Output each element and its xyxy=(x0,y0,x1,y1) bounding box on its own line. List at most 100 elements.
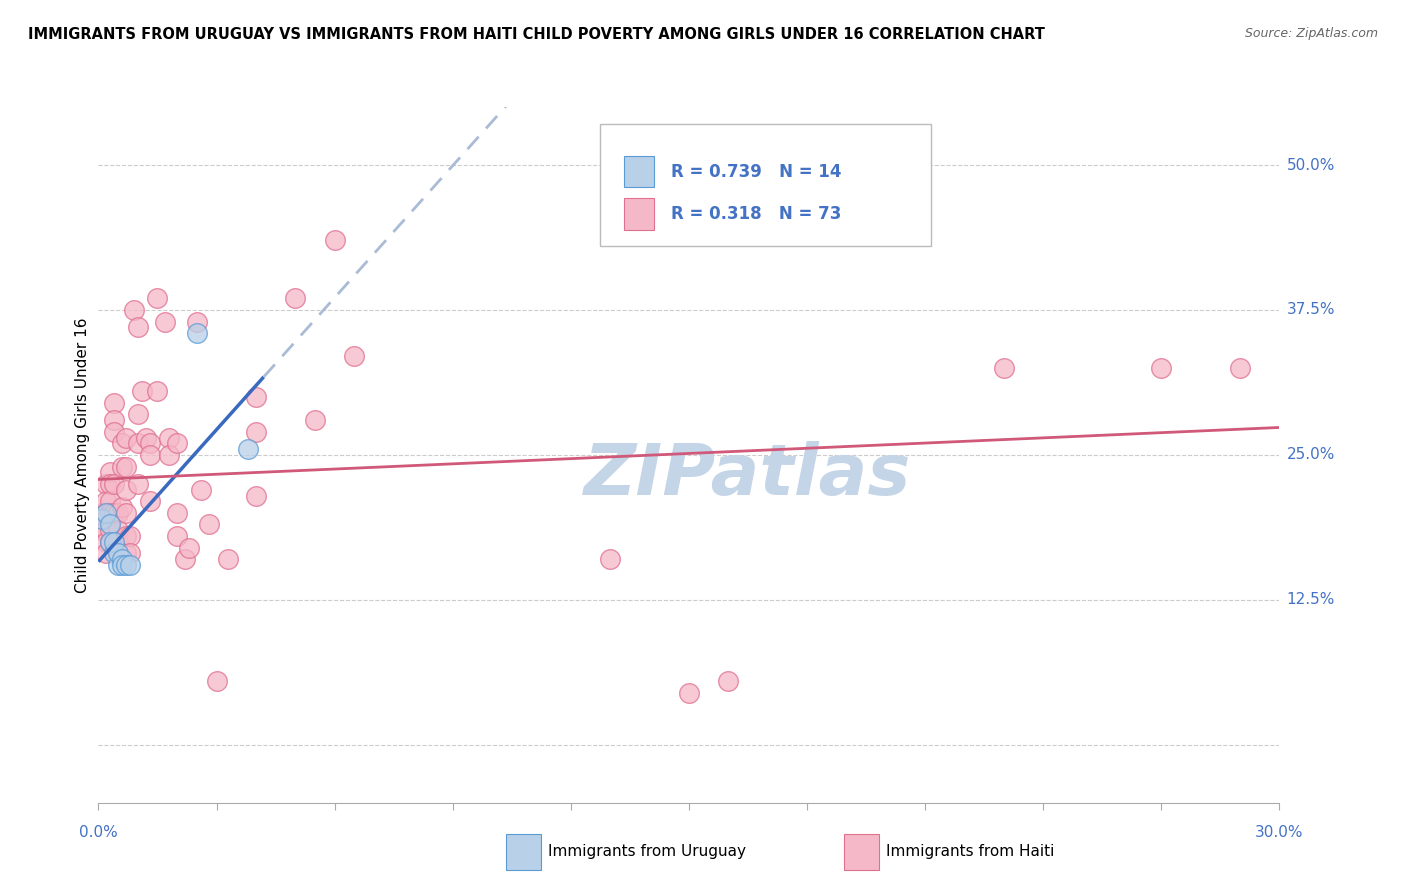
Point xyxy=(96,506,118,520)
Point xyxy=(103,534,125,549)
Point xyxy=(111,436,134,450)
Point xyxy=(217,552,239,566)
Point xyxy=(107,546,129,561)
Y-axis label: Child Poverty Among Girls Under 16: Child Poverty Among Girls Under 16 xyxy=(75,318,90,592)
Text: 30.0%: 30.0% xyxy=(1256,825,1303,840)
Text: Immigrants from Haiti: Immigrants from Haiti xyxy=(886,845,1054,859)
Point xyxy=(96,476,118,491)
Text: 12.5%: 12.5% xyxy=(1286,592,1334,607)
Point xyxy=(118,529,141,543)
Point xyxy=(157,448,180,462)
Point xyxy=(103,396,125,410)
FancyBboxPatch shape xyxy=(624,198,654,229)
Point xyxy=(186,315,208,329)
Point xyxy=(678,685,700,699)
FancyBboxPatch shape xyxy=(624,156,654,187)
Point xyxy=(599,552,621,566)
Text: ZIPatlas: ZIPatlas xyxy=(585,442,911,510)
Point xyxy=(98,534,121,549)
Point xyxy=(245,390,267,404)
Point xyxy=(127,320,149,334)
Point xyxy=(91,511,114,525)
Point xyxy=(96,506,118,520)
Point xyxy=(98,466,121,480)
Point xyxy=(111,500,134,514)
Text: R = 0.318   N = 73: R = 0.318 N = 73 xyxy=(671,205,842,223)
Point xyxy=(103,476,125,491)
Point xyxy=(115,483,138,497)
Point xyxy=(166,529,188,543)
Point xyxy=(166,506,188,520)
Point xyxy=(993,361,1015,376)
Point xyxy=(146,291,169,305)
Point xyxy=(236,442,259,457)
Point xyxy=(1229,361,1251,376)
Point xyxy=(103,506,125,520)
Point xyxy=(107,506,129,520)
Point xyxy=(197,517,219,532)
Point xyxy=(115,431,138,445)
Point xyxy=(323,233,346,247)
Point xyxy=(111,459,134,474)
Point xyxy=(717,674,740,689)
Point xyxy=(284,291,307,305)
Text: Source: ZipAtlas.com: Source: ZipAtlas.com xyxy=(1244,27,1378,40)
Point xyxy=(127,476,149,491)
Point xyxy=(96,511,118,525)
Text: 25.0%: 25.0% xyxy=(1286,448,1334,462)
Point xyxy=(115,558,138,573)
Point xyxy=(135,431,157,445)
Point xyxy=(138,494,160,508)
Point xyxy=(118,546,141,561)
Point xyxy=(103,425,125,439)
Point xyxy=(1150,361,1173,376)
Text: 50.0%: 50.0% xyxy=(1286,158,1334,172)
Point xyxy=(186,326,208,341)
Point xyxy=(107,534,129,549)
Point xyxy=(98,494,121,508)
Point xyxy=(138,448,160,462)
Point xyxy=(122,303,145,318)
Point xyxy=(115,506,138,520)
Point xyxy=(107,558,129,573)
Text: Immigrants from Uruguay: Immigrants from Uruguay xyxy=(548,845,747,859)
Point xyxy=(98,506,121,520)
Point xyxy=(155,315,177,329)
Point xyxy=(166,436,188,450)
Point xyxy=(245,489,267,503)
Point xyxy=(146,384,169,399)
Point xyxy=(343,350,366,364)
Point xyxy=(118,558,141,573)
Point xyxy=(304,413,326,427)
Text: 0.0%: 0.0% xyxy=(79,825,118,840)
Point xyxy=(91,523,114,537)
Text: 37.5%: 37.5% xyxy=(1286,302,1334,318)
Point xyxy=(115,459,138,474)
Point xyxy=(91,511,114,525)
Point xyxy=(107,523,129,537)
Point xyxy=(245,425,267,439)
Point xyxy=(111,552,134,566)
Point xyxy=(131,384,153,399)
Point xyxy=(91,506,114,520)
Point xyxy=(127,436,149,450)
Point xyxy=(138,436,160,450)
Point xyxy=(157,431,180,445)
Point xyxy=(96,523,118,537)
Point xyxy=(96,534,118,549)
Point xyxy=(177,541,200,555)
Point xyxy=(115,546,138,561)
Point xyxy=(98,534,121,549)
Point xyxy=(205,674,228,689)
Point xyxy=(103,546,125,561)
Point xyxy=(190,483,212,497)
Point xyxy=(115,529,138,543)
Text: R = 0.739   N = 14: R = 0.739 N = 14 xyxy=(671,162,842,180)
Point xyxy=(107,546,129,561)
FancyBboxPatch shape xyxy=(600,124,931,246)
Point xyxy=(96,546,118,561)
Point xyxy=(96,494,118,508)
Point xyxy=(103,413,125,427)
Point xyxy=(127,407,149,422)
Point xyxy=(98,523,121,537)
